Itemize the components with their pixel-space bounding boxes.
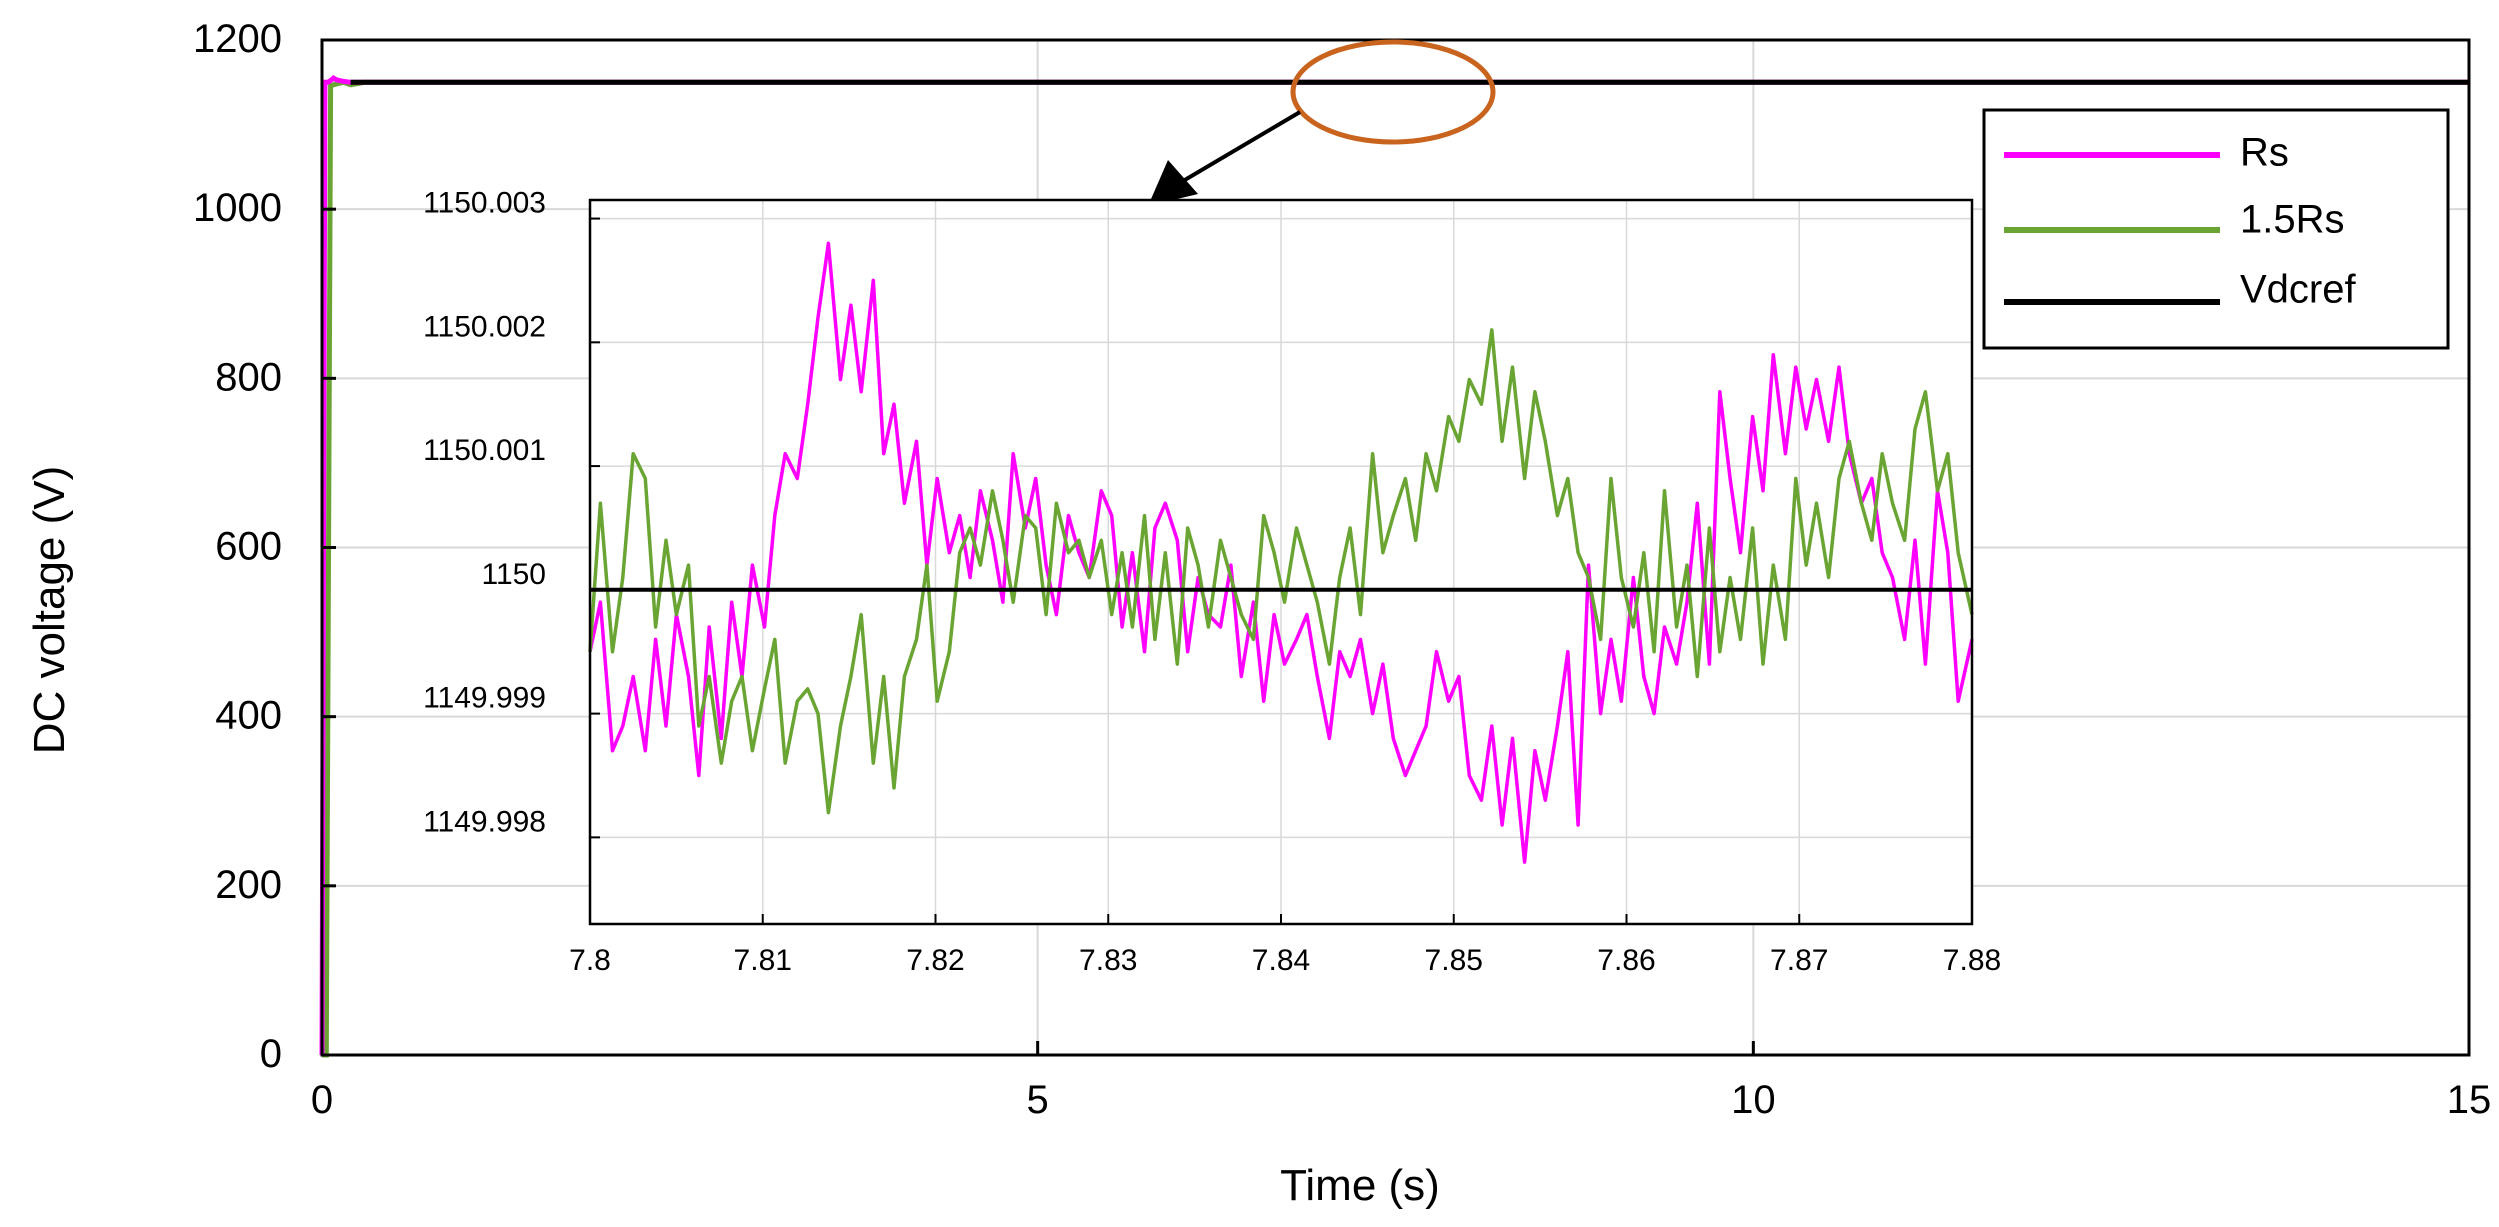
- inset-x-tick-label: 7.84: [1252, 944, 1310, 977]
- main-y-tick-label: 200: [215, 863, 282, 907]
- x-axis-label: Time (s): [1280, 1161, 1440, 1210]
- inset-x-tick-label: 7.85: [1425, 944, 1483, 977]
- inset-tick-labels: 7.8 7.81 7.82 7.83 7.84 7.85 7.86 7.87 7.88 1149.…: [423, 187, 2001, 977]
- zoom-arrow-line: [1176, 110, 1302, 186]
- inset-series-line-1-5rs: [588, 328, 1974, 815]
- main-x-tick-label: 5: [1027, 1078, 1049, 1122]
- zoom-highlight-ellipse: [1290, 39, 1496, 145]
- inset-x-tick-label: 7.81: [734, 944, 792, 977]
- inset-x-tick-label: 7.83: [1079, 944, 1137, 977]
- main-y-tick-label: 600: [215, 525, 282, 569]
- inset-x-tick-label: 7.88: [1943, 944, 2001, 977]
- inset-y-tick-label: 1150.002: [423, 310, 546, 343]
- main-y-tick-label: 400: [215, 694, 282, 738]
- inset-y-tick-label: 1150.001: [423, 434, 546, 467]
- y-axis-label: DC voltage (V): [25, 466, 74, 755]
- legend-label-rs: Rs: [2240, 131, 2289, 175]
- legend-label-vdcref: Vdcref: [2240, 268, 2356, 312]
- legend: Rs 1.5Rs Vdcref: [1982, 108, 2450, 350]
- main-x-tick-label: 0: [311, 1078, 333, 1122]
- inset-series-group: [588, 241, 1974, 864]
- main-tick-labels: 0 5 10 15 0 200 400 600 800 1000 1200: [193, 17, 2491, 1122]
- inset-y-tick-label: 1150.003: [423, 187, 546, 220]
- inset-series-line-rs: [588, 241, 1974, 864]
- inset-x-tick-label: 7.82: [906, 944, 964, 977]
- inset-y-tick-label: 1149.999: [423, 682, 546, 715]
- main-x-tick-label: 15: [2447, 1078, 2492, 1122]
- main-y-tick-label: 1000: [193, 186, 282, 230]
- zoom-arrow-head: [1148, 160, 1198, 206]
- inset-y-tick-label: 1150: [481, 558, 546, 591]
- main-series-group: [319, 75, 2469, 1058]
- main-x-tick-label: 10: [1731, 1078, 1776, 1122]
- main-y-tick-label: 800: [215, 355, 282, 399]
- main-y-tick-label: 0: [260, 1032, 282, 1076]
- legend-label-1-5rs: 1.5Rs: [2240, 198, 2345, 242]
- inset-y-tick-label: 1149.998: [423, 805, 546, 838]
- inset-x-tick-label: 7.87: [1770, 944, 1828, 977]
- main-y-tick-label: 1200: [193, 17, 282, 61]
- inset-x-tick-label: 7.8: [569, 944, 611, 977]
- inset-x-tick-label: 7.86: [1597, 944, 1655, 977]
